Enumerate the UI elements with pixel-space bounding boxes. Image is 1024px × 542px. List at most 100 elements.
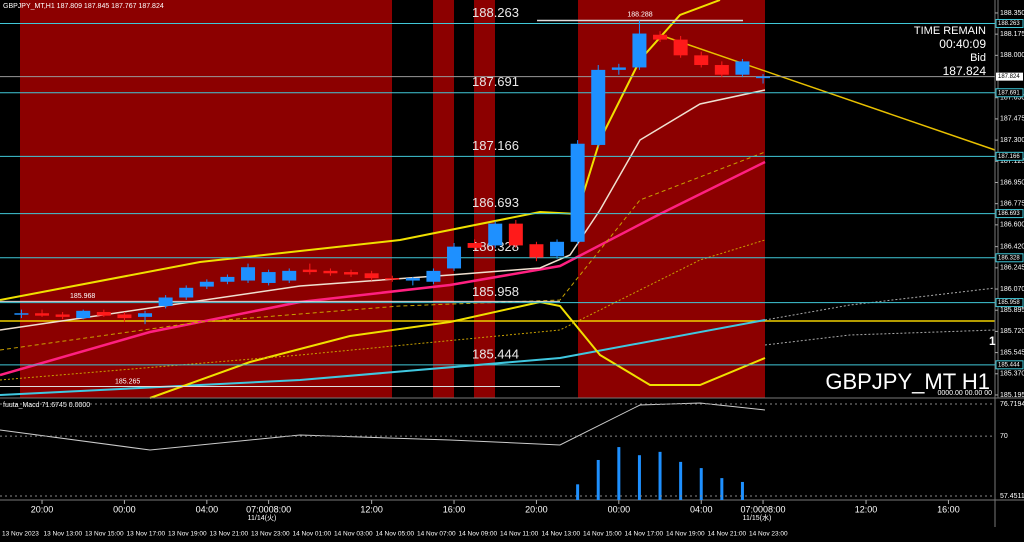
time-strip — [0, 527, 1024, 542]
candle-body — [426, 270, 441, 282]
level-box — [995, 151, 1024, 161]
bid-tag: 187.824 — [998, 74, 1020, 80]
candle-body — [714, 65, 729, 75]
candle-body — [55, 314, 70, 317]
strip-label: 14 Nov 21:00 — [708, 531, 747, 538]
strip-label: 14 Nov 01:00 — [293, 531, 332, 538]
moving-average — [0, 89, 766, 331]
marker: 1 — [989, 334, 996, 348]
macd-bar — [679, 461, 683, 500]
y-tick-label: 185.895 — [1000, 307, 1024, 314]
time-remain-label: TIME REMAIN — [914, 25, 986, 37]
level-label: 187.166 — [472, 138, 519, 153]
indicator-lines — [0, 0, 1024, 527]
macd-bar — [596, 459, 600, 500]
y-tick-label: 186.600 — [1000, 222, 1024, 229]
candle-body — [735, 61, 750, 75]
y-tick-label: 185.370 — [1000, 371, 1024, 378]
strip-label: 14 Nov 09:00 — [459, 531, 498, 538]
strip-label: 14 Nov 19:00 — [666, 531, 705, 538]
macd-tick-label: 57.4511 — [1000, 493, 1024, 500]
candle-body — [35, 313, 50, 316]
macd-tick-label: 76.7194 — [1000, 401, 1024, 408]
x-tick-label: 20:00 — [525, 504, 548, 514]
macd-bar — [658, 451, 662, 500]
candle-body — [14, 313, 29, 315]
strip-label: 13 Nov 15:00 — [85, 531, 124, 538]
candle-body — [323, 270, 338, 274]
y-tick-label: 185.720 — [1000, 328, 1024, 335]
y-tick-label: 185.195 — [1000, 392, 1024, 399]
time-remain: 00:40:09 — [939, 37, 986, 51]
strip-label: 14 Nov 23:00 — [749, 531, 788, 538]
strip-label: 13 Nov 13:00 — [44, 531, 83, 538]
candle-body — [694, 55, 709, 66]
strip-label: 13 Nov 23:00 — [251, 531, 290, 538]
candle-body — [138, 313, 153, 317]
header: GBPJPY_MT,H1 187.809 187.845 187.767 187… — [3, 3, 164, 10]
y-tick-label: 188.350 — [1000, 10, 1024, 17]
candle-body — [447, 246, 462, 269]
macd-bar — [740, 481, 744, 500]
x-tick-label: 00:00 — [608, 504, 631, 514]
candle-body — [261, 272, 276, 283]
candle-body — [488, 223, 503, 246]
candle-body — [508, 223, 523, 246]
macd-bar — [576, 484, 580, 500]
y-tick-label: 186.245 — [1000, 265, 1024, 272]
panel-border — [0, 0, 1024, 527]
y-tick-label: 186.775 — [1000, 201, 1024, 208]
bid-label: Bid — [970, 52, 986, 64]
candle-body — [344, 272, 359, 275]
y-tick-label: 187.650 — [1000, 95, 1024, 102]
level-box — [995, 253, 1024, 263]
macd-signal — [0, 402, 766, 451]
level-label: 185.958 — [472, 284, 519, 299]
y-tick-label: 186.070 — [1000, 286, 1024, 293]
y-tick-label: 187.475 — [1000, 116, 1024, 123]
y-tick-label: 188.000 — [1000, 52, 1024, 59]
x-tick-label: 20:00 — [31, 504, 54, 514]
macd-bar — [637, 455, 641, 500]
macd-bar — [720, 478, 724, 500]
level-label: 186.693 — [472, 195, 519, 210]
session-zones — [20, 0, 765, 398]
bid-value: 187.824 — [943, 64, 987, 78]
strip-label: 14 Nov 13:00 — [542, 531, 581, 538]
level-box — [995, 360, 1024, 370]
x-tick-label: 04:00 — [196, 504, 219, 514]
candle-body — [199, 281, 214, 287]
candle-body — [756, 76, 771, 79]
buffer: 0000.00 00.00 00 — [938, 390, 993, 397]
candle-body — [117, 314, 132, 319]
candle-body — [179, 287, 194, 298]
strip-label: 14 Nov 15:00 — [583, 531, 622, 538]
strip-label: 13 Nov 17:00 — [127, 531, 166, 538]
y-tick-label: 187.125 — [1000, 158, 1024, 165]
candle-body — [611, 67, 626, 70]
x-tick-label: 00:00 — [113, 504, 136, 514]
x-tick-label: 07:0008:00 — [741, 504, 786, 514]
candle-body — [591, 69, 606, 145]
cloud — [764, 287, 996, 346]
level-label: 187.691 — [472, 74, 519, 89]
strip-label: 14 Nov 07:00 — [417, 531, 456, 538]
y-tick-label: 185.545 — [1000, 349, 1024, 356]
strip-label: 14 Nov 11:00 — [500, 531, 539, 538]
side-label: 185.968 — [70, 293, 95, 300]
x-tick-label: 04:00 — [690, 504, 713, 514]
session-zone — [433, 0, 454, 398]
candle-body — [570, 143, 585, 242]
symbol: GBPJPY_MT H1 — [825, 369, 990, 394]
level-tag: 185.444 — [998, 362, 1020, 368]
strip-label: 13 Nov 21:00 — [210, 531, 249, 538]
macd-tick-label: 70 — [1000, 433, 1008, 440]
x-tick-label: 12:00 — [855, 504, 878, 514]
candle-body — [96, 312, 111, 316]
level-tag: 186.693 — [998, 211, 1020, 217]
candle-body — [467, 243, 482, 248]
side-label: 185.265 — [115, 378, 140, 385]
candle-body — [653, 34, 668, 40]
level-tag: 185.958 — [998, 300, 1020, 306]
strip-label: 14 Nov 03:00 — [334, 531, 373, 538]
